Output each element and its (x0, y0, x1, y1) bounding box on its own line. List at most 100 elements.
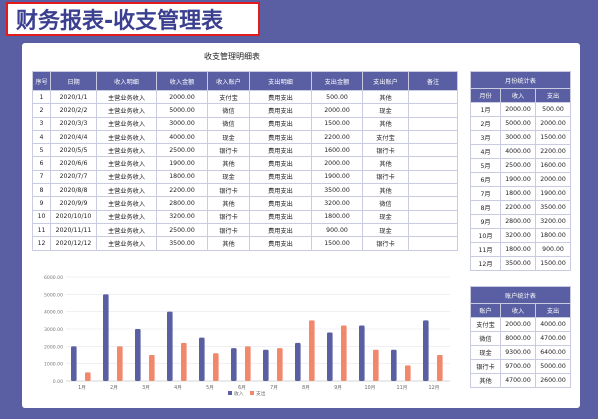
account-row: 微信 8000.00 4700.00 (470, 331, 572, 346)
detail-cell: 1800.00 (156, 169, 208, 185)
detail-cell: 4 (32, 129, 51, 145)
detail-row: 5 2020/5/5 主营业务收入 2500.00 银行卡 费用支出 1600.00 银行卡 (32, 143, 458, 158)
detail-cell: 900.00 (311, 222, 363, 238)
account-cell: 6400.00 (534, 345, 572, 360)
account-stats-table: 账户统计表 账户 收入 支出 支付宝 2000.00 4000.00 微信 8000.00 4… (469, 286, 572, 388)
x-tick-label: 7月 (270, 385, 278, 391)
account-header-cell: 账户 (470, 303, 501, 318)
detail-cell: 其他 (362, 89, 409, 105)
monthly-cell: 2200.00 (500, 200, 536, 215)
monthly-cell: 1600.00 (534, 158, 572, 173)
detail-cell: 2020/5/5 (50, 143, 97, 158)
monthly-cell: 3000.00 (500, 130, 536, 145)
detail-cell: 费用支出 (249, 116, 312, 131)
monthly-row: 4月 4000.00 2200.00 (470, 144, 572, 159)
detail-cell: 1500.00 (311, 236, 363, 251)
detail-row: 2 2020/2/2 主营业务收入 5000.00 微信 费用支出 2000.00 现金 (32, 103, 458, 118)
detail-header-cell: 收入明细 (96, 71, 157, 91)
detail-row: 9 2020/9/9 主营业务收入 2800.00 其他 费用支出 3200.00 微信 (32, 196, 458, 211)
detail-cell: 银行卡 (207, 183, 250, 198)
expense-bar (245, 346, 251, 381)
monthly-cell: 12月 (470, 256, 501, 271)
monthly-cell: 8月 (470, 200, 501, 215)
account-stats-header: 账户 收入 支出 (470, 303, 572, 318)
detail-cell: 2020/9/9 (50, 196, 97, 211)
detail-cell: 3000.00 (156, 116, 208, 131)
expense-bar (213, 353, 219, 381)
detail-cell: 主营业务收入 (96, 209, 157, 224)
detail-cell: 银行卡 (207, 209, 250, 224)
monthly-cell: 3500.00 (534, 200, 572, 215)
detail-table-body: 1 2020/1/1 主营业务收入 2000.00 支付宝 费用支出 500.00 其他 2 20… (32, 89, 458, 251)
detail-cell: 2020/2/2 (50, 103, 97, 118)
expense-bar (373, 349, 379, 381)
detail-row: 1 2020/1/1 主营业务收入 2000.00 支付宝 费用支出 500.00 其他 (32, 89, 458, 105)
detail-cell: 2000.00 (156, 89, 208, 105)
detail-cell: 费用支出 (249, 103, 312, 118)
detail-cell: 其他 (362, 116, 409, 131)
detail-cell: 主营业务收入 (96, 103, 157, 118)
detail-cell: 500.00 (311, 89, 363, 105)
detail-cell: 11 (32, 222, 51, 238)
detail-cell: 主营业务收入 (96, 196, 157, 211)
detail-cell: 主营业务收入 (96, 183, 157, 198)
detail-cell: 12 (32, 236, 51, 251)
detail-cell: 3200.00 (311, 196, 363, 211)
detail-cell: 3500.00 (311, 183, 363, 198)
detail-cell: 银行卡 (362, 143, 409, 158)
detail-cell: 2020/6/6 (50, 156, 97, 171)
detail-cell (408, 222, 458, 238)
detail-cell: 费用支出 (249, 222, 312, 238)
income-bar (167, 311, 173, 381)
monthly-row: 7月 1800.00 1900.00 (470, 186, 572, 201)
x-tick-label: 5月 (206, 385, 214, 391)
account-cell: 9700.00 (500, 359, 536, 374)
income-bar (423, 320, 429, 381)
detail-cell: 费用支出 (249, 236, 312, 251)
monthly-row: 6月 1900.00 2000.00 (470, 172, 572, 187)
detail-cell: 现金 (362, 209, 409, 224)
detail-table: 序号 日期 收入明细 收入金额 收入账户 支出明细 支出金额 支出账户 备注 1 2020/1/1… (32, 71, 458, 251)
monthly-header-cell: 支出 (534, 88, 572, 103)
x-tick-label: 6月 (238, 385, 246, 391)
account-cell: 9300.00 (500, 345, 536, 360)
expense-bar (149, 355, 155, 381)
account-cell: 2000.00 (500, 317, 536, 332)
detail-header-cell: 备注 (408, 71, 458, 91)
detail-cell: 主营业务收入 (96, 143, 157, 158)
detail-cell (408, 209, 458, 224)
detail-cell: 其他 (207, 196, 250, 211)
y-tick-label: 4000.00 (44, 310, 63, 316)
expense-bar (181, 342, 187, 381)
detail-cell: 支付宝 (362, 129, 409, 145)
monthly-cell: 2200.00 (534, 144, 572, 159)
detail-cell: 微信 (362, 196, 409, 211)
account-cell: 现金 (470, 345, 501, 360)
monthly-cell: 4000.00 (500, 144, 536, 159)
account-row: 现金 9300.00 6400.00 (470, 345, 572, 360)
detail-cell: 2020/10/10 (50, 209, 97, 224)
x-tick-label: 4月 (174, 385, 182, 391)
detail-cell: 7 (32, 169, 51, 185)
monthly-cell: 1500.00 (534, 130, 572, 145)
detail-row: 12 2020/12/12 主营业务收入 3500.00 其他 费用支出 1500.00 银行… (32, 236, 458, 251)
detail-cell: 2500.00 (156, 222, 208, 238)
detail-cell: 费用支出 (249, 156, 312, 171)
detail-cell (408, 169, 458, 185)
monthly-cell: 2800.00 (500, 214, 536, 229)
detail-row: 4 2020/4/4 主营业务收入 4000.00 现金 费用支出 2200.00 支付宝 (32, 129, 458, 145)
detail-cell: 2500.00 (156, 143, 208, 158)
detail-cell: 主营业务收入 (96, 222, 157, 238)
detail-cell: 银行卡 (207, 143, 250, 158)
legend-label: 收入 (234, 390, 244, 397)
y-tick-label: 5000.00 (44, 292, 63, 298)
detail-cell: 其他 (207, 236, 250, 251)
monthly-row: 3月 3000.00 1500.00 (470, 130, 572, 145)
income-bar (103, 294, 109, 381)
detail-cell: 4000.00 (156, 129, 208, 145)
detail-header-cell: 序号 (32, 71, 51, 91)
detail-cell: 8 (32, 183, 51, 198)
monthly-stats-body: 1月 2000.00 500.00 2月 5000.00 2000.00 3月 3000.00… (470, 102, 572, 271)
detail-cell: 2020/11/11 (50, 222, 97, 238)
detail-cell: 其他 (207, 156, 250, 171)
